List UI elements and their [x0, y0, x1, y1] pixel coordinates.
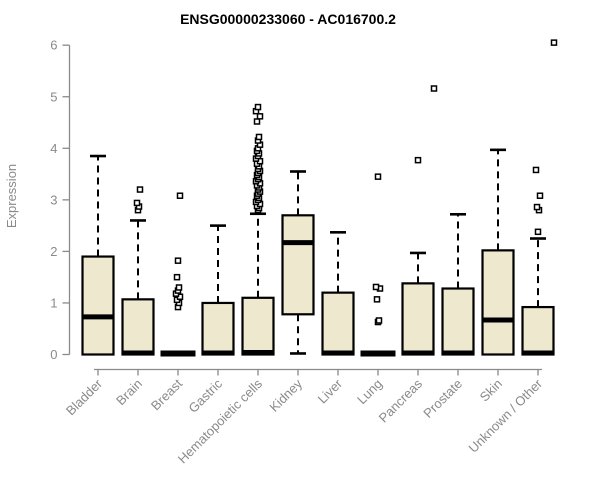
- x-tick-label: Skin: [477, 376, 505, 404]
- box-group-hematopoietic-cells: [241, 103, 275, 356]
- box-group-kidney: [281, 170, 315, 355]
- box: [81, 255, 115, 356]
- outlier-point: [536, 192, 544, 199]
- outlier-point: [373, 296, 381, 303]
- x-tick-label: Kidney: [266, 376, 305, 415]
- outlier-point: [175, 284, 183, 291]
- y-tick-label: 4: [50, 141, 57, 156]
- x-tick-label: Prostate: [420, 376, 465, 421]
- outlier-point: [414, 156, 422, 164]
- x-tick-label: Liver: [315, 376, 346, 407]
- outlier-point: [255, 133, 263, 141]
- outlier-point: [372, 283, 380, 291]
- box: [441, 287, 475, 356]
- outlier-point: [173, 273, 181, 281]
- outlier-point: [374, 173, 382, 180]
- outlier-point: [136, 186, 144, 193]
- outlier-point: [254, 103, 262, 111]
- box-group-breast: [160, 192, 196, 357]
- y-tick-label: 0: [50, 347, 57, 362]
- box: [281, 214, 315, 316]
- y-tick-label: 3: [50, 192, 57, 207]
- outlier-point: [430, 85, 438, 92]
- x-tick-label: Breast: [148, 376, 185, 413]
- y-axis-label: Expression: [4, 163, 19, 229]
- x-tick-label: Lung: [354, 376, 385, 407]
- chart-title: ENSG00000233060 - AC016700.2: [180, 11, 396, 27]
- box: [241, 296, 275, 356]
- y-tick-label: 5: [50, 89, 57, 104]
- box-group-liver: [321, 231, 355, 356]
- box-group-lung: [360, 173, 396, 357]
- box-group-pancreas: [401, 85, 438, 356]
- box: [201, 301, 235, 356]
- x-tick-label: Bladder: [63, 376, 106, 419]
- outlier-point: [176, 192, 184, 199]
- y-tick-label: 1: [50, 295, 57, 310]
- box-group-unknown-other: [521, 39, 558, 356]
- box: [521, 305, 555, 356]
- outlier-point: [532, 166, 540, 174]
- y-tick-label: 2: [50, 244, 57, 259]
- outlier-point: [534, 228, 542, 236]
- box-group-brain: [121, 186, 155, 356]
- outlier-point: [174, 257, 182, 264]
- outlier-point: [133, 199, 141, 207]
- box-group-skin: [481, 148, 515, 356]
- x-tick-label: Pancreas: [376, 376, 426, 426]
- outlier-point: [533, 203, 541, 211]
- outlier-point: [256, 113, 264, 120]
- outlier-point: [253, 118, 261, 125]
- box-group-gastric: [201, 224, 235, 356]
- box: [481, 249, 515, 356]
- box: [121, 298, 155, 356]
- box: [401, 282, 435, 356]
- x-tick-label: Brain: [113, 376, 145, 408]
- box: [321, 291, 355, 356]
- x-tick-label: Unknown / Other: [466, 376, 546, 456]
- y-tick-label: 6: [50, 38, 57, 53]
- box-group-prostate: [441, 212, 475, 356]
- outlier-point: [375, 317, 383, 324]
- box-group-bladder: [81, 154, 115, 356]
- outlier-point: [550, 39, 558, 46]
